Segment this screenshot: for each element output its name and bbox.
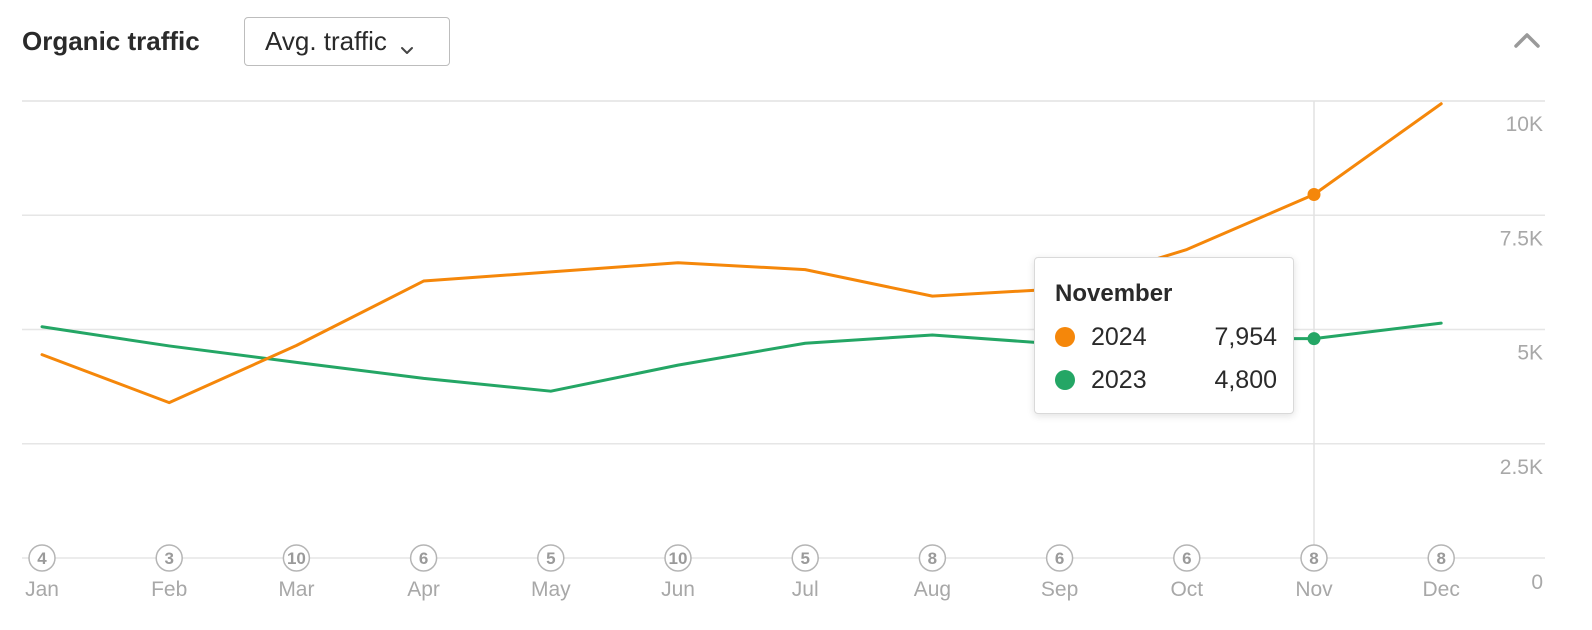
chart-title: Organic traffic <box>22 26 200 56</box>
event-badge <box>1173 544 1201 572</box>
event-badge <box>1427 544 1455 572</box>
event-badge <box>791 544 819 572</box>
tooltip-row-2024: 2024 7,954 <box>1055 322 1277 352</box>
event-badge <box>1045 544 1074 572</box>
event-badge <box>1300 544 1328 572</box>
event-badge-count: 6 <box>1182 549 1191 568</box>
event-badge <box>537 544 565 572</box>
x-tick-label: Aug <box>914 578 951 601</box>
tooltip-value: 7,954 <box>1214 322 1277 351</box>
event-badge-count: 5 <box>800 549 809 568</box>
event-badge-count: 10 <box>287 549 306 568</box>
event-badge-count: 8 <box>1309 549 1318 568</box>
x-tick-label: Jul <box>792 578 819 601</box>
x-tick-label: Feb <box>151 578 187 601</box>
metric-dropdown[interactable]: Avg. traffic <box>244 17 450 66</box>
tooltip-year: 2023 <box>1091 365 1147 394</box>
event-badge-count: 8 <box>1436 549 1445 568</box>
tooltip-year: 2024 <box>1091 322 1147 351</box>
y-tick-label: 2.5K <box>1500 456 1543 479</box>
data-point-2023 <box>1307 332 1321 346</box>
chevron-up-icon <box>1510 33 1544 56</box>
event-badge-count: 6 <box>419 549 428 568</box>
tooltip-row-2023: 2023 4,800 <box>1055 365 1277 395</box>
x-tick-label: Apr <box>407 578 440 601</box>
x-tick-label: Jan <box>25 578 59 601</box>
x-tick-label: Oct <box>1170 578 1203 601</box>
x-tick-label: May <box>531 578 571 601</box>
event-badge-count: 8 <box>928 549 937 568</box>
event-badge <box>409 544 438 572</box>
collapse-button[interactable] <box>1510 28 1544 52</box>
event-badge-count: 3 <box>164 549 173 568</box>
event-badge <box>155 544 183 572</box>
y-tick-label: 10K <box>1506 113 1543 136</box>
chart-header: Organic traffic Avg. traffic <box>0 0 1592 90</box>
tooltip-title: November <box>1055 280 1173 307</box>
data-point-2024 <box>1307 188 1321 202</box>
event-badge-count: 6 <box>1055 549 1064 568</box>
event-badge <box>28 544 56 572</box>
y-tick-label: 5K <box>1517 342 1543 365</box>
event-badge-count: 5 <box>546 549 555 568</box>
metric-dropdown-label: Avg. traffic <box>265 26 387 56</box>
event-badge-count: 4 <box>37 549 47 568</box>
chevron-down-icon <box>399 34 415 54</box>
event-badge-count: 10 <box>669 549 688 568</box>
y-tick-label: 7.5K <box>1500 227 1543 250</box>
chart-tooltip: November 2024 7,954 2023 4,800 <box>1034 257 1294 414</box>
event-badge <box>918 544 947 572</box>
y-tick-label: 0 <box>1531 571 1543 594</box>
event-badge <box>664 544 692 572</box>
tooltip-value: 4,800 <box>1214 365 1277 394</box>
event-badge <box>282 544 311 572</box>
series-line-2024 <box>40 102 1443 405</box>
x-tick-label: Nov <box>1295 578 1333 601</box>
series-2024-dot-icon <box>1055 327 1075 347</box>
x-tick-label: Dec <box>1423 578 1460 601</box>
x-tick-label: Sep <box>1041 578 1078 601</box>
series-2023-dot-icon <box>1055 370 1075 390</box>
x-tick-label: Mar <box>278 578 314 601</box>
x-tick-label: Jun <box>661 578 695 601</box>
